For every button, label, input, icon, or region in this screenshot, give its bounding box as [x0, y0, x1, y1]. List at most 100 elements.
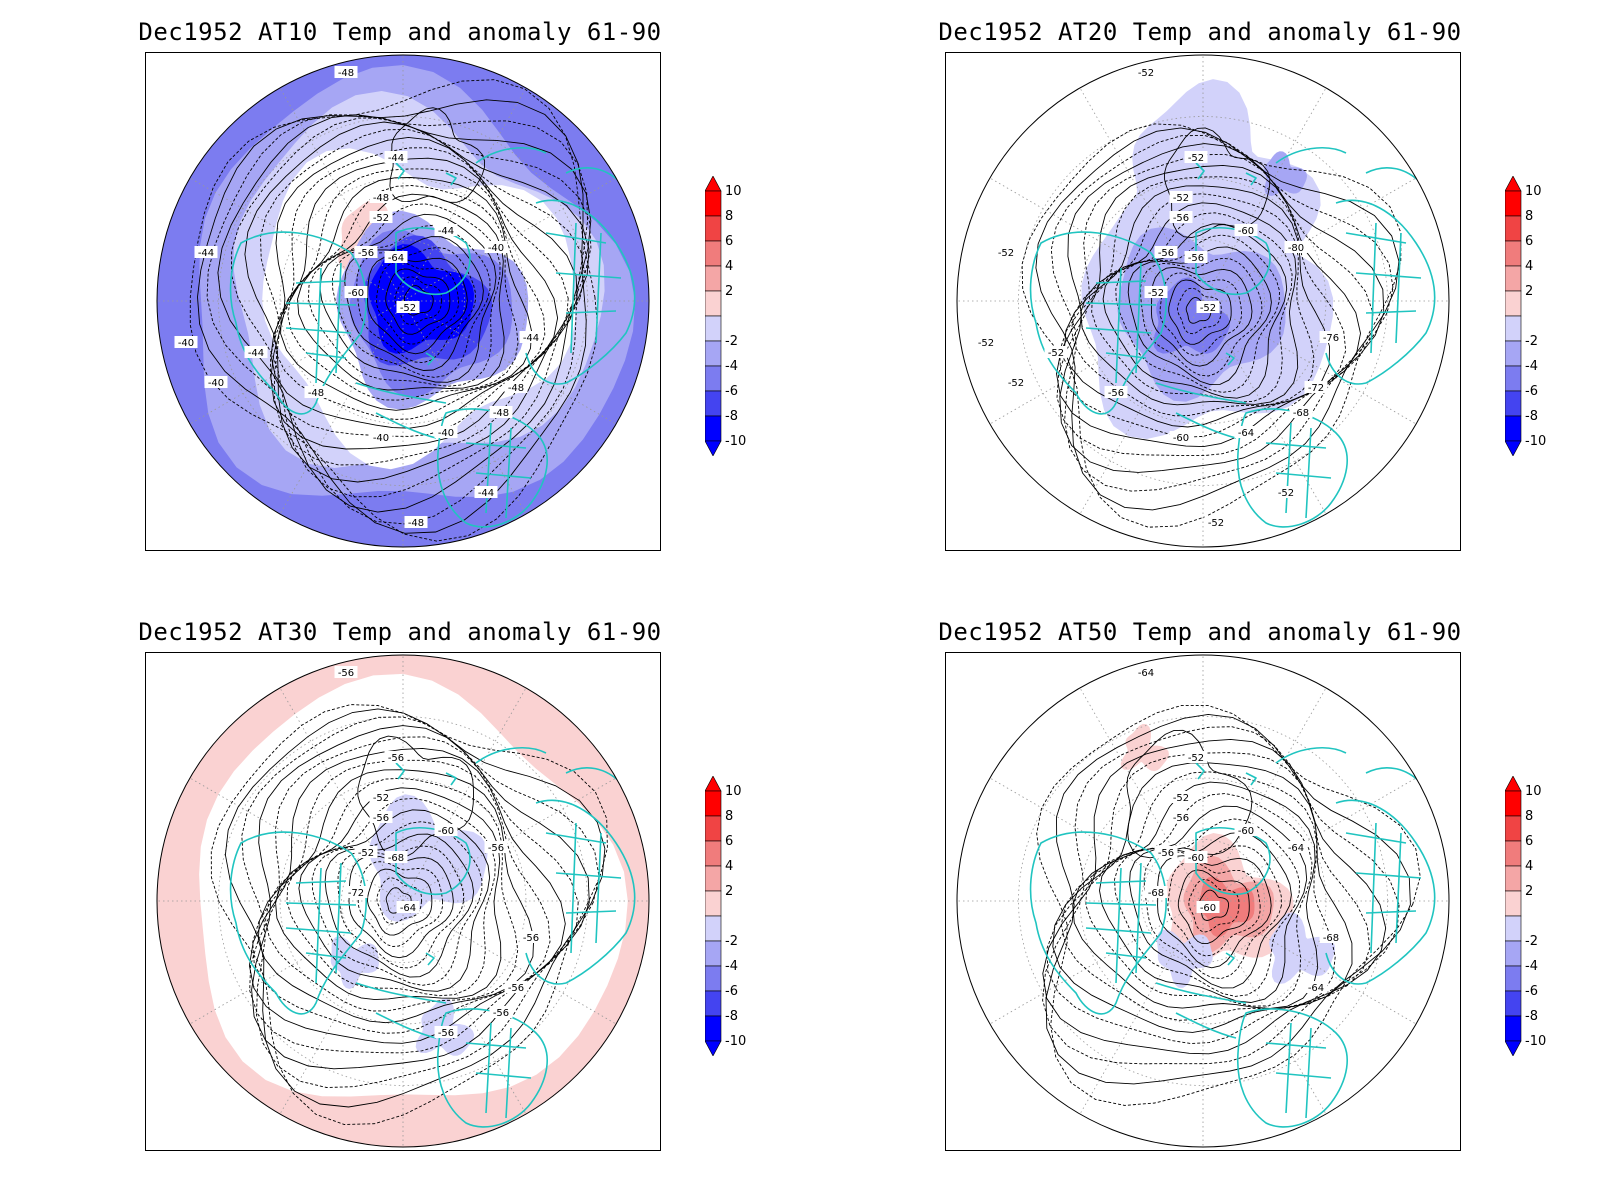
contour-label: -44 — [248, 348, 264, 359]
contour-line — [265, 777, 519, 1012]
meridian-line — [402, 300, 527, 515]
colorbar-segment — [1505, 940, 1522, 967]
colorbar-segment — [705, 790, 722, 817]
contour-line — [230, 117, 592, 498]
contour-label: -52 — [1048, 348, 1064, 359]
contour-label: -64 — [1138, 668, 1154, 679]
contour-line — [1157, 855, 1272, 969]
coastline — [436, 408, 548, 528]
colorbar-label: 10 — [725, 184, 742, 199]
colorbar-label: 10 — [1525, 184, 1542, 199]
anomaly-area — [330, 936, 379, 989]
coastline — [1236, 408, 1348, 528]
colorbar-bottom-arrow — [705, 1040, 722, 1056]
contour-label: -56 — [488, 843, 504, 854]
colorbar-segment — [1505, 215, 1522, 242]
contour-line — [1036, 704, 1421, 1106]
colorbar-scale: 10 8 6 4 2 -2 -4 -6 -8 -10 — [1505, 776, 1546, 1056]
contour-line — [248, 747, 566, 1044]
meridian-line — [1202, 687, 1327, 902]
colorbar-label: -2 — [725, 334, 738, 349]
contour-line — [1188, 879, 1240, 933]
contour-label-bg — [174, 336, 198, 348]
contour-label-bg — [974, 336, 998, 348]
contour-label: -52 — [1138, 68, 1154, 79]
contour-label-bg — [1169, 791, 1193, 803]
contour-label-bg — [1196, 901, 1220, 913]
colorbar-label: 10 — [725, 784, 742, 799]
contour-line — [244, 121, 590, 483]
contour-line — [1045, 713, 1411, 1085]
colorbar-bottom-arrow — [1505, 440, 1522, 456]
colorbar-segment — [1505, 390, 1522, 417]
colorbar-label: 6 — [725, 234, 733, 249]
coastline — [525, 199, 636, 385]
latitude-circle — [1141, 839, 1265, 963]
contour-label-bg — [344, 886, 368, 898]
contour-label-bg — [994, 246, 1018, 258]
anomaly-area — [368, 244, 474, 354]
contour-label: -40 — [488, 243, 504, 254]
map-edge — [956, 654, 1450, 1148]
contour-line — [348, 855, 454, 959]
meridian-line — [1202, 300, 1417, 425]
meridian-line — [1202, 777, 1417, 902]
contour-label: -44 — [523, 333, 539, 344]
colorbar-label: -6 — [725, 384, 738, 399]
colorbar-segment — [1505, 790, 1522, 817]
coastline — [395, 227, 471, 295]
colorbar-top-arrow — [705, 176, 722, 192]
contour-label-bg — [1184, 851, 1208, 863]
colorbar-label: -8 — [1525, 409, 1538, 424]
coastline — [545, 222, 622, 354]
contour-label: -76 — [1323, 333, 1339, 344]
coastline — [355, 982, 447, 1039]
contour-line — [1114, 818, 1301, 997]
contour-label-bg — [1319, 331, 1343, 343]
colorbar-bottom-arrow — [1505, 1040, 1522, 1056]
contour-label-bg — [354, 846, 378, 858]
meridian-line — [989, 777, 1204, 902]
colorbar-label: -4 — [725, 359, 738, 374]
panel-title: Dec1952 AT50 Temp and anomaly 61-90 — [938, 618, 1462, 646]
contour-label: -44 — [198, 248, 214, 259]
colorbar-label: -4 — [1525, 959, 1538, 974]
colorbar-segment — [705, 365, 722, 392]
meridian-line — [189, 900, 404, 1025]
contour-line — [274, 168, 546, 420]
meridian-line — [279, 900, 404, 1115]
contour-line — [257, 769, 535, 1024]
contour-label: -52 — [1208, 518, 1224, 529]
coastline — [436, 1008, 548, 1128]
colorbar-label: 8 — [1525, 209, 1533, 224]
contour-label-bg — [504, 381, 528, 393]
contour-line — [385, 268, 451, 335]
coastline — [1029, 231, 1167, 415]
contour-line — [1099, 805, 1308, 1003]
contour-label-bg — [396, 301, 420, 313]
contour-label-bg — [369, 811, 393, 823]
contour-label-bg — [1184, 751, 1208, 763]
coastline — [229, 231, 367, 415]
contour-label-bg — [1234, 224, 1258, 236]
colorbar-label: 8 — [725, 809, 733, 824]
map-canvas: -48 -44 -48 -52 -56 -60 -64 -52 -44 -40 -44 -48 -48 -… — [156, 54, 650, 548]
coastline — [1195, 227, 1271, 295]
coastline — [1195, 762, 1257, 966]
meridian-line — [402, 177, 617, 302]
contour-label: -60 — [348, 288, 364, 299]
colorbar-segment — [705, 240, 722, 267]
contour-label-bg — [519, 331, 543, 343]
contour-label: -52 — [373, 213, 389, 224]
contour-line — [332, 224, 491, 378]
contour-line — [344, 236, 484, 371]
contour-label-bg — [1169, 811, 1193, 823]
colorbar-segment — [705, 190, 722, 217]
colorbar-segment — [1505, 890, 1522, 917]
contour-line — [1085, 793, 1313, 1007]
contour-label-bg — [1144, 886, 1168, 898]
polar-map: -52 -52 -52 -56 -56 -52 -56 -52 -60 -80 -76 -72 -68 -… — [945, 52, 1461, 551]
meridian-line — [1079, 300, 1204, 515]
contour-line — [1050, 135, 1394, 492]
contour-label: -56 — [1173, 813, 1189, 824]
